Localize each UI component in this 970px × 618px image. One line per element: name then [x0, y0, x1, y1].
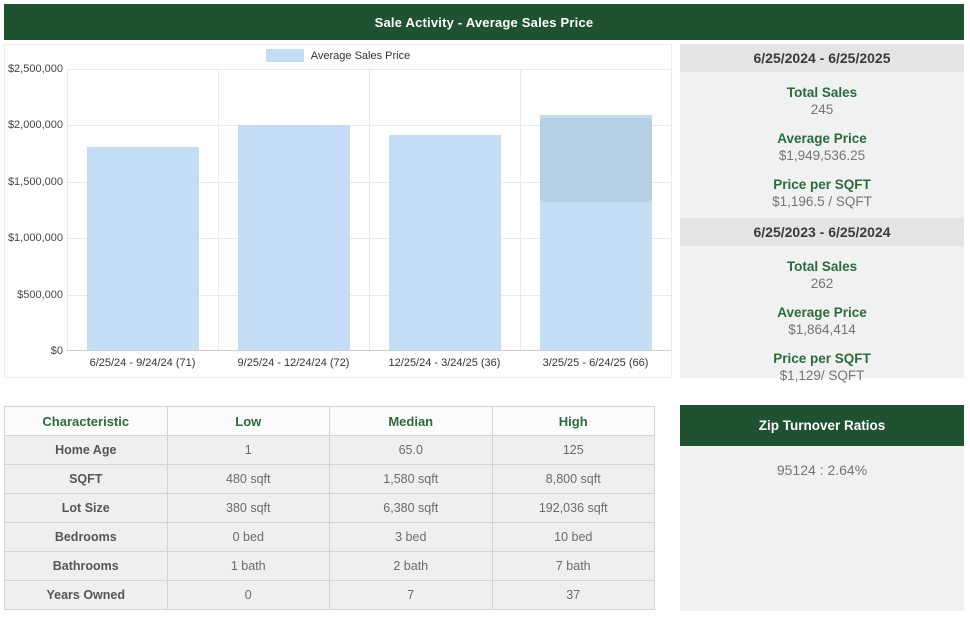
stat-group: Price per SQFT $1,129/ SQFT	[680, 350, 964, 384]
stat-value: $1,129/ SQFT	[779, 368, 865, 383]
gridline-vertical	[671, 69, 672, 350]
table-row: Bathrooms 1 bath 2 bath 7 bath	[4, 551, 655, 581]
table-row: Lot Size 380 sqft 6,380 sqft 192,036 sqft	[4, 493, 655, 523]
zip-turnover-title: Zip Turnover Ratios	[758, 418, 886, 433]
stat-group: Average Price $1,949,536.25	[680, 130, 964, 164]
x-tick-label: 12/25/24 - 3/24/25 (36)	[388, 357, 501, 369]
panel-title-bar: Sale Activity - Average Sales Price	[4, 4, 964, 40]
y-tick-label: $2,500,000	[7, 63, 63, 75]
y-tick-label: $0	[50, 345, 63, 357]
y-tick-label: $2,000,000	[7, 119, 63, 131]
table-row: Bedrooms 0 bed 3 bed 10 bed	[4, 522, 655, 552]
stat-value: $1,949,536.25	[778, 148, 866, 163]
row-label-cell: Home Age	[4, 435, 168, 465]
gridline-vertical	[218, 69, 219, 350]
zip-turnover-header: Zip Turnover Ratios	[680, 405, 964, 446]
stat-label: Price per SQFT	[773, 177, 871, 192]
x-tick-label: 6/25/24 - 9/24/24 (71)	[89, 357, 196, 369]
stat-label: Total Sales	[786, 85, 858, 100]
col-header-high: High	[491, 406, 655, 436]
value-cell: 0 bed	[166, 522, 330, 552]
stats-section: 6/25/2023 - 6/25/2024 Total Sales 262 Avera…	[680, 218, 964, 384]
average-sales-price-chart: Average Sales Price $2,500,000 $2,000,000…	[4, 44, 672, 378]
stat-label: Average Price	[777, 305, 867, 320]
value-cell: 8,800 sqft	[491, 464, 655, 494]
value-cell: 0	[166, 580, 330, 610]
value-cell: 480 sqft	[166, 464, 330, 494]
value-cell: 6,380 sqft	[329, 493, 493, 523]
table-row: Home Age 1 65.0 125	[4, 435, 655, 465]
sales-stats-sidebar: 6/25/2024 - 6/25/2025 Total Sales 245 Avera…	[680, 44, 964, 383]
value-cell: 10 bed	[491, 522, 655, 552]
legend-swatch-icon	[265, 49, 304, 62]
table-row: Years Owned 0 7 37	[4, 580, 655, 610]
stat-value: 262	[810, 276, 834, 291]
stat-group: Total Sales 245	[680, 84, 964, 118]
stat-value: $1,196.5 / SQFT	[772, 194, 872, 209]
stats-section: 6/25/2024 - 6/25/2025 Total Sales 245 Avera…	[680, 44, 964, 210]
faded-tooltip-overlay	[540, 118, 652, 202]
table-row: SQFT 480 sqft 1,580 sqft 8,800 sqft	[4, 464, 655, 494]
value-cell: 65.0	[329, 435, 493, 465]
value-cell: 1 bath	[166, 551, 330, 581]
stat-label: Price per SQFT	[773, 351, 871, 366]
stat-group: Average Price $1,864,414	[680, 304, 964, 338]
table-header-row: Characteristic Low Median High	[4, 406, 655, 436]
bar-3/25/25 - 6/24/25 (66)[interactable]	[540, 115, 652, 350]
stat-group: Total Sales 262	[680, 258, 964, 292]
row-label-cell: Years Owned	[4, 580, 168, 610]
row-label-cell: Lot Size	[4, 493, 168, 523]
row-label-cell: Bathrooms	[4, 551, 168, 581]
value-cell: 1	[166, 435, 330, 465]
y-tick-label: $1,500,000	[7, 176, 63, 188]
value-cell: 380 sqft	[166, 493, 330, 523]
legend-item-average-sales-price[interactable]: Average Sales Price	[265, 49, 411, 62]
y-tick-label: $1,000,000	[7, 232, 63, 244]
zip-ratio-entry: 95124 : 2.64%	[776, 462, 868, 478]
value-cell: 7 bath	[491, 551, 655, 581]
col-header-median: Median	[329, 406, 493, 436]
chart-legend: Average Sales Price	[5, 49, 671, 62]
row-label-cell: SQFT	[4, 464, 168, 494]
value-cell: 2 bath	[329, 551, 493, 581]
panel-title: Sale Activity - Average Sales Price	[374, 14, 594, 30]
period-header: 6/25/2024 - 6/25/2025	[680, 44, 964, 72]
x-tick-label: 3/25/25 - 6/24/25 (66)	[542, 357, 649, 369]
gridline-vertical	[369, 69, 370, 350]
chart-x-axis: 6/25/24 - 9/24/24 (71) 9/25/24 - 12/24/24…	[67, 357, 671, 369]
characteristics-table: Characteristic Low Median High Home Age 1…	[4, 406, 655, 610]
stat-label: Average Price	[777, 131, 867, 146]
legend-label: Average Sales Price	[310, 49, 411, 62]
value-cell: 125	[491, 435, 655, 465]
characteristics-table-container: Characteristic Low Median High Home Age 1…	[4, 406, 655, 610]
bar-12/25/24 - 3/24/25 (36)[interactable]	[389, 135, 501, 350]
x-tick-label: 9/25/24 - 12/24/24 (72)	[237, 357, 350, 369]
chart-plot-area	[67, 69, 672, 351]
bar-6/25/24 - 9/24/24 (71)[interactable]	[87, 147, 199, 350]
zip-turnover-panel: Zip Turnover Ratios 95124 : 2.64%	[680, 405, 964, 611]
stat-value: $1,864,414	[788, 322, 856, 337]
y-tick-label: $500,000	[17, 289, 63, 301]
stat-label: Total Sales	[786, 259, 858, 274]
zip-turnover-body: 95124 : 2.64%	[680, 446, 964, 611]
gridline-vertical	[520, 69, 521, 350]
gridline-vertical	[67, 69, 68, 350]
value-cell: 7	[329, 580, 493, 610]
value-cell: 1,580 sqft	[329, 464, 493, 494]
value-cell: 3 bed	[329, 522, 493, 552]
row-label-cell: Bedrooms	[4, 522, 168, 552]
value-cell: 37	[491, 580, 655, 610]
col-header-characteristic: Characteristic	[4, 406, 168, 436]
stat-group: Price per SQFT $1,196.5 / SQFT	[680, 176, 964, 210]
bar-9/25/24 - 12/24/24 (72)[interactable]	[238, 125, 350, 350]
stat-value: 245	[810, 102, 834, 117]
value-cell: 192,036 sqft	[491, 493, 655, 523]
col-header-low: Low	[166, 406, 330, 436]
period-header: 6/25/2023 - 6/25/2024	[680, 218, 964, 246]
